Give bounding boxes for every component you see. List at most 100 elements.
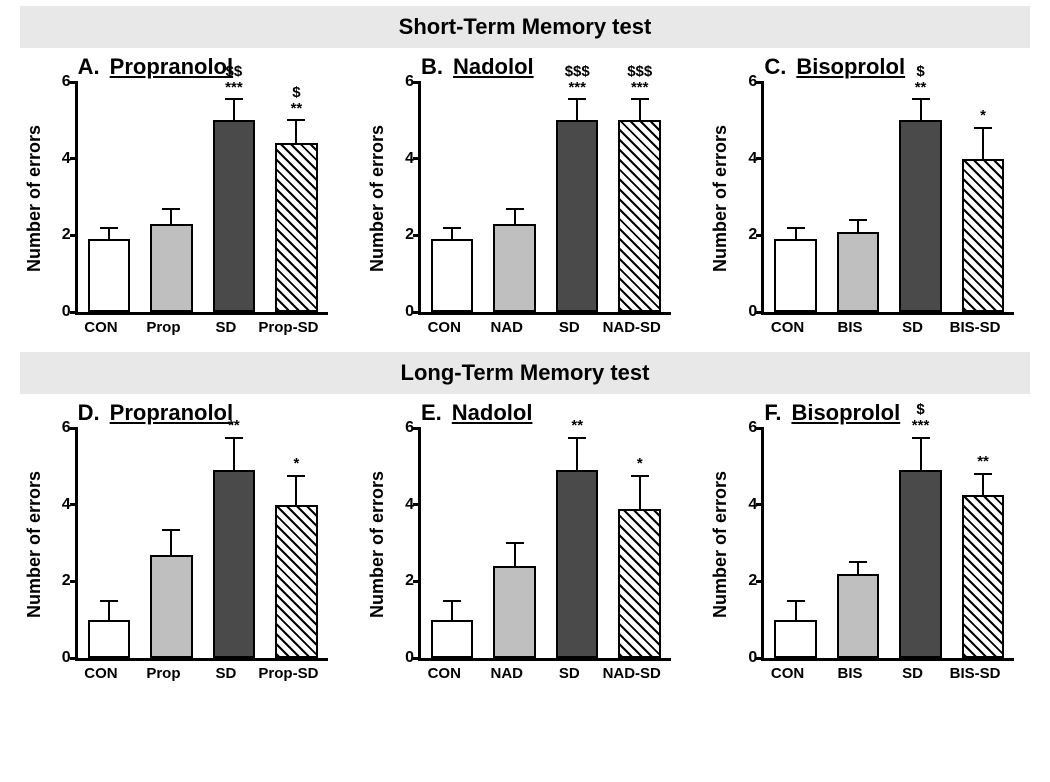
error-cap: [974, 473, 992, 475]
y-axis-ticks: 0246: [390, 82, 418, 312]
significance-annotation: **: [977, 454, 989, 470]
plot-area: $$$***$$$***: [418, 82, 671, 315]
bar-BIS: [837, 232, 880, 313]
panel-titleline: E. Nadolol: [421, 400, 685, 426]
x-tick-label: CON: [756, 665, 819, 682]
error-bar: [639, 476, 641, 509]
x-axis-labels: CONBISSDBIS-SD: [756, 665, 1006, 682]
x-tick-label: CON: [70, 319, 133, 336]
y-tick-mark: [756, 311, 764, 314]
error-bar: [920, 99, 922, 120]
panel-letter: E.: [421, 400, 442, 426]
y-tick-mark: [70, 580, 78, 583]
y-axis-label: Number of errors: [708, 82, 733, 315]
error-cap: [849, 561, 867, 563]
y-axis-ticks: 0246: [733, 82, 761, 312]
error-bar: [233, 438, 235, 471]
panel-D: D.PropranololNumber of errors0246***CONP…: [22, 400, 342, 682]
bar-CON: [431, 620, 474, 658]
error-bar: [982, 128, 984, 159]
panel-drug: Nadolol: [453, 54, 534, 80]
x-tick-label: Prop-SD: [257, 665, 320, 682]
x-tick-label: CON: [756, 319, 819, 336]
error-bar: [639, 99, 641, 120]
chart-wrap: Number of errors0246***: [365, 428, 685, 661]
panel-titleline: C.Bisoprolol: [764, 54, 1028, 80]
error-bar: [576, 99, 578, 120]
y-axis-label: Number of errors: [365, 428, 390, 661]
x-tick-label: SD: [195, 665, 258, 682]
x-tick-label: NAD-SD: [600, 319, 663, 336]
error-cap: [849, 219, 867, 221]
x-tick-label: SD: [881, 665, 944, 682]
bar-NAD-SD: [618, 509, 661, 659]
y-tick-mark: [413, 157, 421, 160]
error-cap: [631, 475, 649, 477]
chart-wrap: Number of errors0246$$***$**: [22, 82, 342, 315]
panel-drug: Bisoprolol: [796, 54, 905, 80]
error-bar: [576, 438, 578, 471]
y-axis-label: Number of errors: [708, 428, 733, 661]
chart-wrap: Number of errors0246$***: [708, 82, 1028, 315]
significance-annotation: **: [571, 418, 583, 434]
x-tick-label: NAD-SD: [600, 665, 663, 682]
y-tick-mark: [756, 657, 764, 660]
bar-SD: [556, 120, 599, 312]
y-tick-mark: [413, 427, 421, 430]
bar-NAD: [493, 224, 536, 312]
y-tick-mark: [756, 81, 764, 84]
x-tick-label: SD: [538, 665, 601, 682]
significance-annotation: $$$***: [627, 64, 652, 96]
panel-A: A.PropranololNumber of errors0246$$***$*…: [22, 54, 342, 336]
significance-annotation: *: [637, 456, 643, 472]
bar-Prop-SD: [275, 505, 318, 658]
y-tick-mark: [756, 157, 764, 160]
error-bar: [982, 474, 984, 495]
bar-BIS: [837, 574, 880, 658]
panel-letter: B.: [421, 54, 443, 80]
error-bar: [170, 530, 172, 555]
x-tick-label: CON: [413, 319, 476, 336]
panel-C: C.BisoprololNumber of errors0246$***CONB…: [708, 54, 1028, 336]
error-cap: [225, 98, 243, 100]
y-tick-mark: [413, 580, 421, 583]
error-cap: [287, 475, 305, 477]
x-tick-label: SD: [195, 319, 258, 336]
error-cap: [100, 600, 118, 602]
panel-drug: Nadolol: [452, 400, 533, 426]
bar-SD: [899, 470, 942, 658]
y-tick-mark: [413, 81, 421, 84]
panel-titleline: F.Bisoprolol: [764, 400, 1028, 426]
y-axis-ticks: 0246: [47, 82, 75, 312]
y-tick-mark: [70, 503, 78, 506]
error-bar: [514, 209, 516, 224]
error-cap: [974, 127, 992, 129]
x-tick-label: Prop: [132, 665, 195, 682]
plot-area: $*****: [761, 428, 1014, 661]
plot-area: ***: [75, 428, 328, 661]
y-tick-mark: [413, 311, 421, 314]
y-tick-mark: [756, 580, 764, 583]
x-axis-labels: CONBISSDBIS-SD: [756, 319, 1006, 336]
bar-NAD: [493, 566, 536, 658]
bar-Prop-SD: [275, 143, 318, 312]
panel-E: E.NadololNumber of errors0246***CONNADSD…: [365, 400, 685, 682]
error-bar: [795, 228, 797, 240]
x-tick-label: BIS: [819, 665, 882, 682]
significance-annotation: $$$***: [565, 64, 590, 96]
x-axis-labels: CONPropSDProp-SD: [70, 319, 320, 336]
error-bar: [108, 228, 110, 240]
error-cap: [162, 529, 180, 531]
panel-drug: Propranolol: [110, 400, 233, 426]
bar-NAD-SD: [618, 120, 661, 312]
y-axis-ticks: 0246: [733, 428, 761, 658]
y-axis-ticks: 0246: [47, 428, 75, 658]
significance-annotation: $***: [912, 402, 930, 434]
error-cap: [787, 600, 805, 602]
error-cap: [912, 98, 930, 100]
error-cap: [287, 119, 305, 121]
panel-drug: Propranolol: [110, 54, 233, 80]
significance-annotation: $$***: [225, 64, 243, 96]
row-bottom: D.PropranololNumber of errors0246***CONP…: [0, 400, 1050, 692]
error-cap: [787, 227, 805, 229]
